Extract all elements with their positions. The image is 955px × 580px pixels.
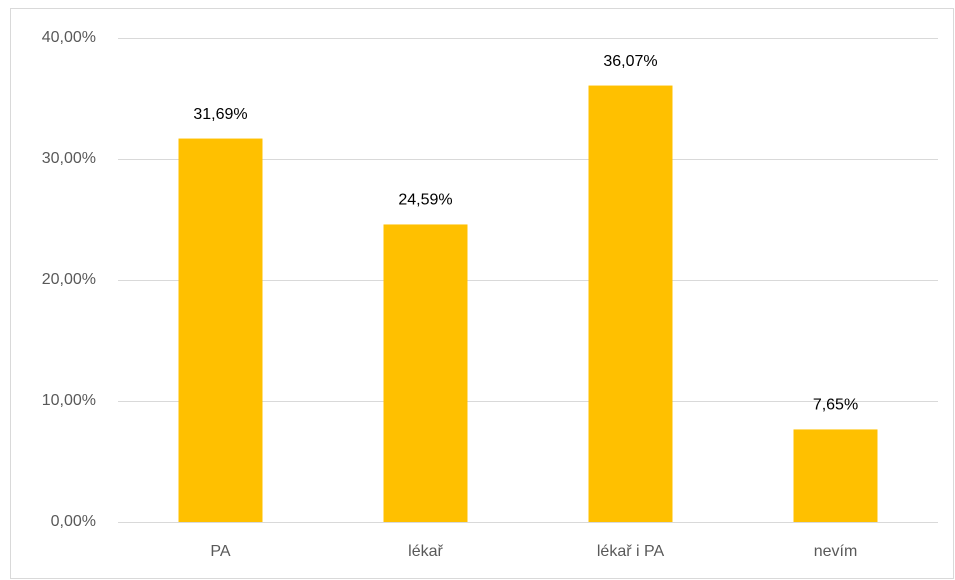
- bar: [588, 85, 673, 522]
- x-tick-label: nevím: [814, 543, 858, 560]
- x-tick-label: lékař i PA: [597, 543, 665, 560]
- data-label: 24,59%: [398, 192, 452, 209]
- y-tick-label: 10,00%: [42, 392, 96, 409]
- bar: [178, 138, 263, 522]
- y-tick-label: 30,00%: [42, 150, 96, 167]
- y-tick-label: 0,00%: [51, 513, 96, 530]
- y-tick-label: 40,00%: [42, 29, 96, 46]
- x-tick-label: lékař: [408, 543, 443, 560]
- data-label: 31,69%: [193, 106, 247, 123]
- y-tick-label: 20,00%: [42, 271, 96, 288]
- bar: [383, 224, 468, 522]
- bar: [793, 429, 878, 522]
- data-label: 36,07%: [603, 53, 657, 70]
- data-label: 7,65%: [813, 397, 858, 414]
- x-tick-label: PA: [210, 543, 230, 560]
